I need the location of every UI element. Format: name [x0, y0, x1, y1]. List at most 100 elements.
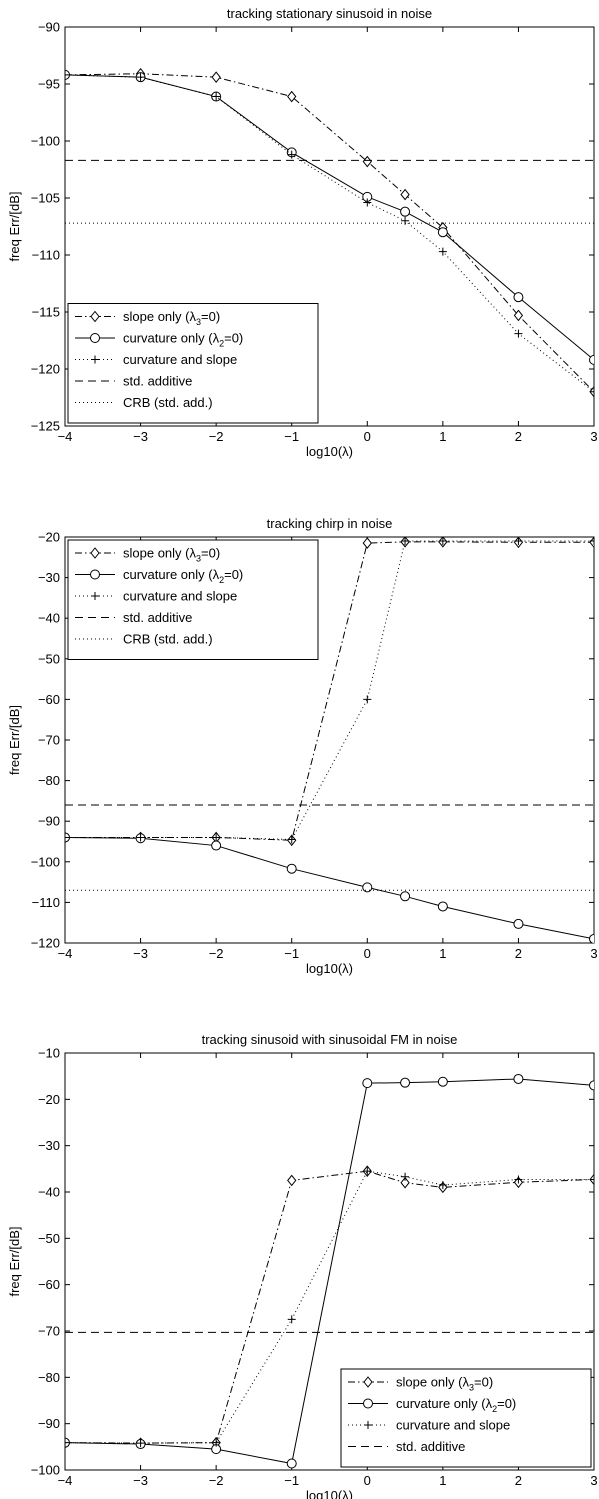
legend-label-crb: CRB (std. add.)	[123, 395, 213, 410]
x-tick-label: −1	[284, 1473, 299, 1488]
legend-label-curv: curvature only (λ2=0)	[123, 567, 243, 585]
axes-box	[64, 1052, 595, 1471]
marker-both	[438, 1181, 447, 1190]
legend-marker-both	[91, 355, 99, 364]
y-tick-label: −10	[38, 1046, 60, 1061]
marker-slope	[400, 1176, 410, 1189]
marker-curv	[589, 354, 594, 365]
marker-slope	[400, 188, 410, 201]
marker-both	[136, 73, 145, 82]
marker-both	[65, 833, 69, 842]
x-tick-label: −4	[58, 946, 73, 961]
legend: slope only (λ3=0) curvature only (λ2=0) cu…	[340, 1368, 592, 1468]
y-tick-label: −110	[32, 248, 60, 263]
marker-curv	[286, 1458, 297, 1469]
series-line-both	[65, 1170, 594, 1444]
marker-slope	[513, 309, 524, 322]
series-line-both	[65, 540, 594, 840]
marker-both	[401, 537, 410, 546]
legend-label-slope: slope only (λ3=0)	[123, 546, 220, 564]
y-tick-label: −30	[38, 1138, 60, 1153]
x-tick-label: 2	[515, 429, 522, 444]
legend-label-both: curvature and slope	[123, 589, 237, 604]
x-tick-label: 1	[439, 429, 446, 444]
y-tick-label: −60	[38, 1277, 60, 1292]
marker-curv	[400, 891, 411, 902]
chart-3: tracking sinusoid with sinusoidal FM in …	[7, 1032, 598, 1499]
x-tick-label: 3	[590, 429, 597, 444]
marker-both	[514, 537, 523, 546]
marker-slope	[211, 71, 221, 83]
marker-slope	[287, 90, 297, 103]
y-tick-label: −110	[32, 895, 60, 910]
axes-box	[64, 26, 595, 427]
marker-both	[401, 1172, 410, 1181]
marker-both	[590, 387, 594, 396]
x-tick-label: 0	[364, 429, 371, 444]
marker-slope	[362, 155, 372, 168]
marker-curv	[437, 1076, 448, 1087]
x-tick-label: 1	[439, 1473, 446, 1488]
x-tick-label: −1	[284, 946, 299, 961]
legend-marker-both	[364, 1421, 372, 1429]
x-tick-label: −4	[58, 429, 73, 444]
y-tick-label: −115	[32, 305, 60, 320]
marker-both	[212, 833, 221, 842]
marker-both	[287, 150, 296, 159]
legend-marker-slope	[90, 547, 100, 559]
legend-box	[67, 539, 319, 660]
marker-both	[287, 835, 296, 844]
x-tick-label: −2	[209, 1473, 224, 1488]
y-tick-label: −100	[31, 1463, 60, 1478]
legend-label-std: std. additive	[123, 610, 192, 625]
marker-both	[287, 1315, 296, 1324]
chart-1: tracking stationary sinusoid in noise−4−…	[7, 6, 598, 459]
legend-marker-both	[91, 592, 99, 600]
legend-marker-slope	[363, 1376, 373, 1388]
y-tick-label: −95	[38, 77, 60, 92]
chart-title: tracking chirp in noise	[267, 516, 393, 531]
marker-slope	[362, 537, 372, 549]
y-tick-label: −60	[38, 692, 60, 707]
series-curv	[65, 1073, 594, 1469]
x-tick-label: 0	[364, 1473, 371, 1488]
marker-curv	[513, 292, 524, 303]
x-tick-label: 2	[515, 1473, 522, 1488]
legend-label-std: std. additive	[123, 374, 192, 389]
y-tick-label: −70	[38, 1324, 60, 1339]
marker-curv	[589, 1080, 594, 1091]
series-both	[65, 537, 594, 844]
marker-curv	[400, 1077, 411, 1088]
marker-both	[363, 695, 372, 704]
legend-box	[67, 303, 319, 424]
marker-both	[65, 1438, 69, 1447]
marker-both	[65, 70, 69, 79]
marker-curv	[286, 863, 297, 874]
legend: slope only (λ3=0) curvature only (λ2=0) cu…	[67, 539, 319, 660]
marker-curv	[437, 901, 448, 912]
y-tick-label: −20	[38, 530, 60, 545]
series-curv	[65, 69, 594, 365]
marker-both	[514, 329, 523, 338]
legend-marker-slope	[90, 310, 100, 323]
series-line-slope	[65, 1170, 594, 1444]
legend: slope only (λ3=0) curvature only (λ2=0) cu…	[67, 303, 319, 424]
legend-label-std: std. additive	[396, 1439, 465, 1454]
y-tick-label: −90	[38, 1416, 60, 1431]
series-both	[65, 70, 594, 396]
y-tick-label: −125	[31, 419, 60, 434]
marker-curv	[513, 918, 524, 929]
legend-label-both: curvature and slope	[396, 1418, 510, 1433]
x-tick-label: 3	[590, 1473, 597, 1488]
marker-both	[590, 1175, 594, 1184]
y-tick-label: −120	[31, 936, 60, 951]
legend-marker-curv	[363, 1398, 373, 1409]
marker-curv	[211, 840, 222, 851]
x-tick-label: −3	[133, 1473, 148, 1488]
marker-both	[136, 1439, 145, 1448]
x-tick-label: −2	[209, 946, 224, 961]
marker-curv	[513, 1073, 524, 1084]
marker-both	[590, 537, 594, 546]
y-tick-label: −120	[31, 362, 60, 377]
x-tick-label: −3	[133, 946, 148, 961]
